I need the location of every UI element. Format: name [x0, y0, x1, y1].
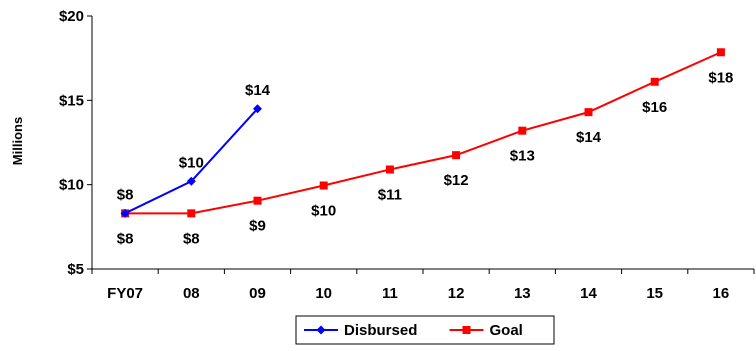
y-ticks: $5 $10 $15 $20 [59, 8, 92, 278]
x-tick-label: 09 [249, 285, 266, 302]
data-label-goal: $9 [249, 218, 266, 235]
x-tick-label: 13 [514, 285, 531, 302]
x-tick-label: 10 [315, 285, 332, 302]
data-labels: $8 $8 $9 $10 $11 $12 $13 $14 $16 $18 $8 $10 $14 [117, 69, 734, 247]
y-axis-label: Millions [10, 117, 25, 165]
goal-marker [385, 165, 394, 174]
x-tick-label: FY07 [107, 285, 143, 302]
x-tick-label: 12 [448, 285, 465, 302]
x-tick-label: 14 [580, 285, 597, 302]
legend: Disbursed Goal [295, 315, 555, 345]
goal-marker [650, 77, 659, 86]
disbursed-marker [186, 176, 196, 186]
y-tick-label: $15 [59, 92, 84, 109]
goal-marker [518, 126, 527, 135]
goal-marker [452, 151, 461, 160]
x-tick-label: 16 [713, 285, 730, 302]
legend-label-disbursed: Disbursed [344, 322, 417, 339]
x-tick-label: 15 [646, 285, 663, 302]
legend-label-goal: Goal [490, 322, 523, 339]
data-label-disbursed: $8 [117, 186, 134, 203]
data-label-goal: $13 [510, 148, 535, 165]
goal-marker [319, 181, 328, 190]
legend-box [295, 315, 555, 345]
x-tick-label: 11 [382, 285, 398, 302]
x-tick-label: 08 [183, 285, 200, 302]
data-label-disbursed: $10 [179, 154, 204, 171]
goal-marker [716, 48, 725, 57]
data-label-goal: $18 [708, 69, 733, 86]
x-ticks: FY07 08 09 10 11 12 13 14 15 16 [91, 269, 755, 302]
goal-marker [253, 196, 262, 205]
data-label-goal: $14 [576, 129, 602, 146]
data-label-goal: $12 [444, 172, 469, 189]
goal-marker [584, 108, 593, 117]
data-label-goal: $11 [378, 186, 402, 203]
data-label-goal: $8 [183, 230, 200, 247]
series-group [120, 48, 725, 218]
disbursed-marker [253, 104, 262, 114]
y-tick-label: $20 [59, 8, 84, 25]
data-label-goal: $10 [311, 203, 336, 220]
y-tick-label: $5 [67, 261, 84, 278]
legend-square-icon [462, 326, 471, 334]
goal-marker [187, 209, 196, 218]
y-tick-label: $10 [59, 177, 84, 194]
y-axis-title: Millions [10, 117, 25, 165]
legend-diamond-icon [316, 325, 326, 335]
disbursed-marker [120, 208, 130, 218]
series-line-goal [125, 51, 722, 215]
data-label-goal: $16 [642, 99, 667, 116]
data-label-disbursed: $14 [245, 82, 271, 99]
data-label-goal: $8 [117, 230, 134, 247]
